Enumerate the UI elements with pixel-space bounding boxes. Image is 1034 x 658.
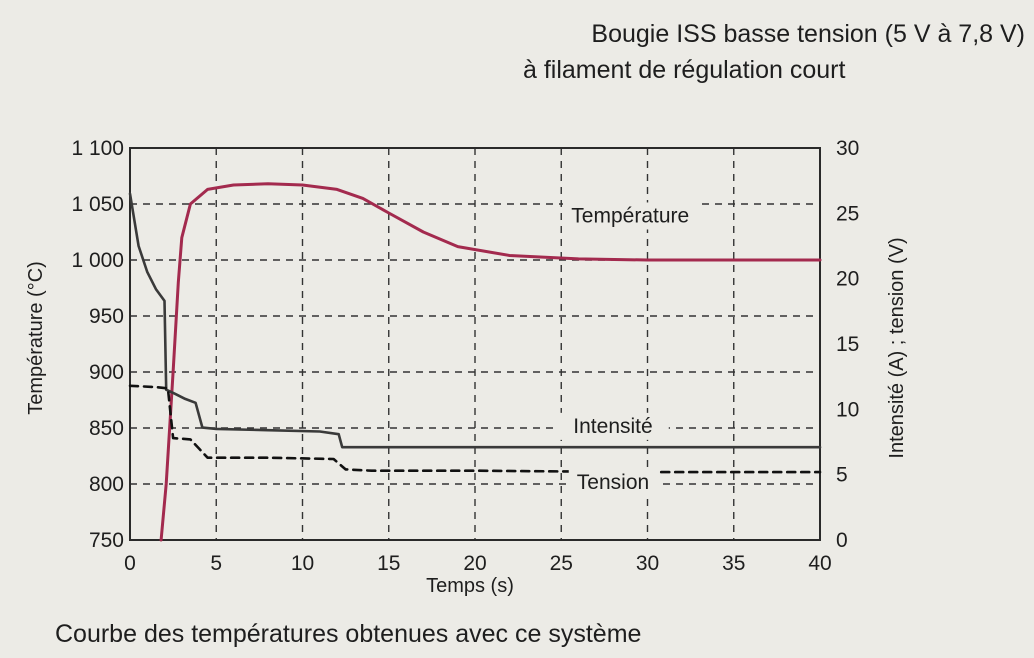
x-tick-label: 0 (124, 552, 136, 575)
series-line-temperature (159, 182, 822, 542)
x-tick-label: 35 (722, 552, 745, 575)
y-left-tick-label: 1 100 (71, 137, 124, 160)
series-label-bg (557, 412, 669, 440)
y-left-tick-label: 1 050 (71, 193, 124, 216)
y-right-tick-label: 25 (836, 202, 859, 225)
y-axis-right-label: Intensité (A) ; tension (V) (886, 237, 908, 458)
y-right-tick-label: 0 (836, 529, 848, 552)
x-tick-label: 10 (291, 552, 314, 575)
series-label-bg (568, 469, 658, 497)
chart-title-line-2: à filament de régulation court (523, 56, 845, 84)
grid (130, 148, 820, 540)
x-tick-label: 5 (210, 552, 222, 575)
series-line-tension (128, 384, 822, 474)
y-left-tick-label: 900 (89, 361, 124, 384)
y-right-tick-label: 15 (836, 333, 859, 356)
y-left-tick-label: 1 000 (71, 249, 124, 272)
x-tick-label: 25 (550, 552, 573, 575)
y-right-tick-label: 20 (836, 268, 859, 291)
x-axis-label: Temps (s) (426, 575, 514, 597)
series-label-bg (563, 202, 698, 230)
x-tick-label: 30 (636, 552, 659, 575)
y-right-tick-label: 30 (836, 137, 859, 160)
y-right-tick-label: 10 (836, 398, 859, 421)
series-layer (128, 182, 822, 542)
figure-caption: Courbe des températures obtenues avec ce… (55, 620, 641, 648)
x-tick-label: 15 (377, 552, 400, 575)
y-right-tick-label: 5 (836, 464, 848, 487)
plot-frame (129, 147, 821, 541)
y-axis-left-label: Température (°C) (25, 261, 47, 415)
y-left-tick-label: 950 (89, 305, 124, 328)
series-label: Tension (577, 471, 649, 494)
y-left-tick-label: 850 (89, 417, 124, 440)
y-left-tick-label: 750 (89, 529, 124, 552)
series-line-intensite (128, 192, 822, 449)
y-left-tick-label: 800 (89, 473, 124, 496)
series-label: Température (571, 204, 689, 227)
chart-title-line-1: Bougie ISS basse tension (5 V à 7,8 V) (591, 20, 1025, 48)
x-tick-label: 20 (463, 552, 486, 575)
x-tick-label: 40 (808, 552, 831, 575)
label-layer: 0 5 10 15 20 25 30 35 40 750 800 850 900 950 1 000 1 05… (71, 137, 859, 575)
series-label: Intensité (573, 415, 652, 438)
